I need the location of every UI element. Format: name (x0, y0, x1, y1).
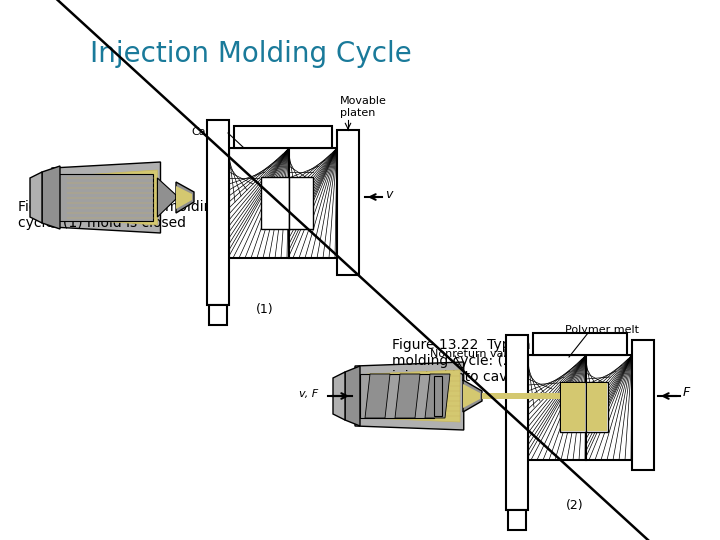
Bar (587, 383, 607, 431)
Polygon shape (57, 174, 153, 221)
Polygon shape (176, 182, 194, 213)
Text: (2): (2) (566, 498, 584, 511)
Text: Figure 13.22  Typical molding
cycle: (1) mold is closed: Figure 13.22 Typical molding cycle: (1) … (18, 200, 221, 230)
Polygon shape (425, 374, 450, 418)
Text: v: v (385, 187, 392, 200)
Text: F: F (683, 387, 690, 400)
Bar (586, 382, 608, 432)
Text: Nonreturn valve: Nonreturn valve (430, 349, 520, 359)
Polygon shape (463, 384, 480, 408)
Bar (533, 333, 627, 355)
Polygon shape (482, 393, 560, 399)
Bar (209, 305, 227, 325)
Polygon shape (345, 366, 360, 426)
Bar (528, 355, 586, 460)
Polygon shape (158, 178, 176, 217)
Polygon shape (365, 374, 390, 418)
Polygon shape (176, 186, 192, 209)
Bar (506, 335, 528, 510)
Bar (434, 376, 442, 416)
Bar (632, 340, 654, 470)
Bar (560, 382, 586, 432)
Text: Movable
platen: Movable platen (340, 97, 387, 118)
Text: Polymer melt: Polymer melt (565, 325, 639, 335)
Polygon shape (67, 170, 158, 225)
Polygon shape (333, 372, 345, 420)
Polygon shape (30, 172, 42, 223)
Polygon shape (367, 370, 460, 422)
Bar (261, 177, 289, 229)
Bar (234, 126, 332, 148)
Bar (229, 148, 289, 258)
Polygon shape (355, 362, 464, 430)
Polygon shape (463, 380, 482, 412)
Bar (337, 130, 359, 275)
Polygon shape (395, 374, 420, 418)
Bar (289, 148, 337, 258)
Text: Injection Molding Cycle: Injection Molding Cycle (90, 40, 412, 68)
Text: Cavity: Cavity (192, 127, 227, 137)
Polygon shape (42, 166, 60, 229)
Bar (207, 120, 229, 305)
Text: (1): (1) (256, 303, 274, 316)
Bar (289, 177, 313, 229)
Bar (586, 355, 632, 460)
Bar (561, 383, 585, 431)
Text: v, F: v, F (299, 389, 318, 399)
Text: Figure 13.22  Typical
molding cycle: (2) melt is
injected into cavity.: Figure 13.22 Typical molding cycle: (2) … (392, 338, 569, 384)
Bar (508, 510, 526, 530)
Polygon shape (360, 374, 434, 418)
Polygon shape (52, 162, 161, 233)
